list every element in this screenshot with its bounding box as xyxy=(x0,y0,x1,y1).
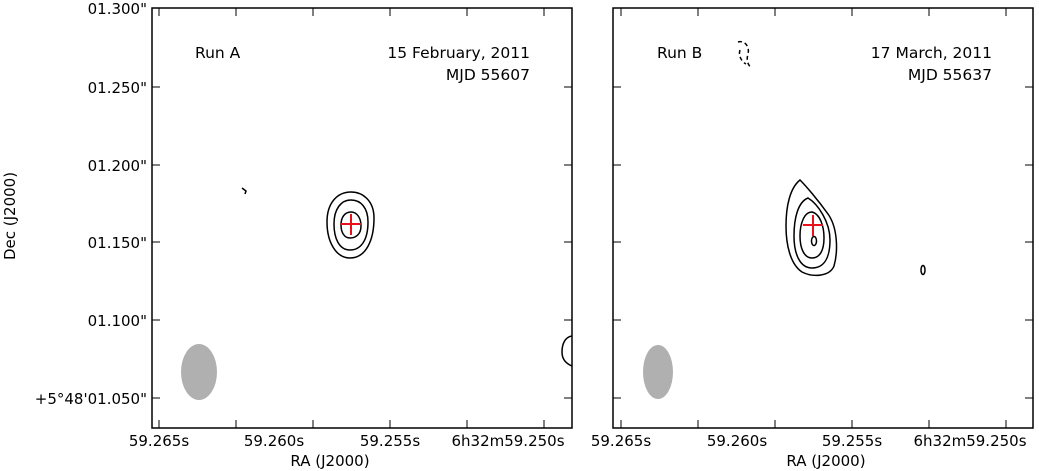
panel-a-contour-edge xyxy=(561,335,573,367)
panel-b-x-ticks xyxy=(620,8,1007,428)
panel-a-ytick-label: 01.100" xyxy=(88,312,147,330)
panel-b-frame xyxy=(612,7,1034,429)
panel-b-beam-ellipse xyxy=(643,345,673,399)
panel-a-contour-middle xyxy=(333,199,369,251)
panel-a-ytick-label: 01.300" xyxy=(88,0,147,18)
panel-a-ytick-label: 01.200" xyxy=(88,157,147,175)
panel-a: 01.300" 01.250" 01.200" 01.150" 01.100" … xyxy=(1,0,573,470)
panel-a-xtick-label: 59.260s xyxy=(244,432,304,450)
panel-b: 59.265s 59.260s 59.255s 6h32m59.250s RA … xyxy=(591,7,1034,470)
panel-a-mjd-label: MJD 55607 xyxy=(446,66,530,84)
panel-a-xtick-label: 59.255s xyxy=(360,432,420,450)
panel-b-contour-dashed xyxy=(737,40,753,69)
panel-a-x-ticks xyxy=(158,8,545,428)
panel-b-contour-core xyxy=(810,235,818,247)
panel-a-ytick-label: 01.250" xyxy=(88,79,147,97)
panel-a-xtick-label: 6h32m59.250s xyxy=(451,432,564,450)
panel-a-run-label: Run A xyxy=(195,44,241,62)
panel-a-y-axis-title: Dec (J2000) xyxy=(1,172,19,260)
panel-a-contour-speck xyxy=(241,187,247,195)
panel-b-x-axis-title: RA (J2000) xyxy=(786,452,865,470)
panel-a-ytick-label: 01.150" xyxy=(88,234,147,252)
panel-a-x-axis-title: RA (J2000) xyxy=(290,452,369,470)
panel-b-y-ticks xyxy=(613,7,1033,399)
panel-b-contours xyxy=(737,40,926,277)
panel-b-contour-small xyxy=(920,264,926,276)
panel-b-mjd-label: MJD 55637 xyxy=(908,66,992,84)
panel-a-contour-inner xyxy=(340,211,362,239)
panel-b-date-label: 17 March, 2011 xyxy=(871,44,992,62)
panel-b-xtick-label: 59.265s xyxy=(591,432,651,450)
panel-a-contours xyxy=(241,187,573,367)
panel-a-contour-outer xyxy=(326,191,375,259)
panel-b-contour-middle xyxy=(793,197,831,269)
panel-a-position-marker xyxy=(341,214,361,235)
panel-b-xtick-label: 6h32m59.250s xyxy=(913,432,1026,450)
panel-b-xtick-label: 59.260s xyxy=(707,432,767,450)
panel-a-frame xyxy=(151,7,573,429)
panel-a-ytick-label: +5°48'01.050" xyxy=(35,390,147,408)
panel-b-run-label: Run B xyxy=(657,44,702,62)
panel-a-xtick-label: 59.265s xyxy=(129,432,189,450)
panel-a-beam-ellipse xyxy=(181,344,217,400)
panel-a-date-label: 15 February, 2011 xyxy=(387,44,530,62)
panel-b-contour-outer xyxy=(785,178,838,277)
panel-b-position-marker xyxy=(803,215,823,236)
panel-b-contour-inner xyxy=(799,211,825,259)
panel-b-xtick-label: 59.255s xyxy=(822,432,882,450)
